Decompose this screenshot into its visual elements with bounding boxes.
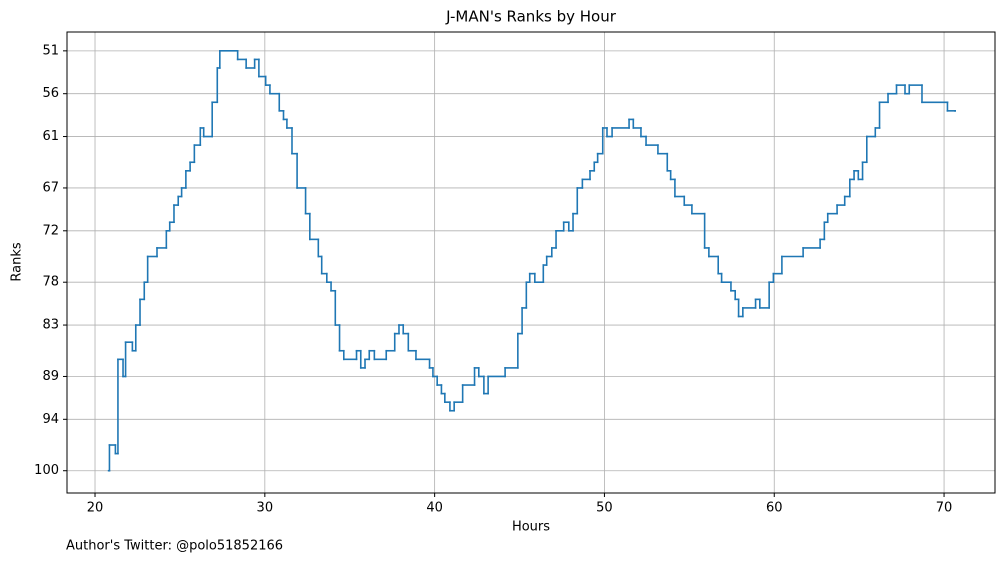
x-tick-label: 70 (936, 501, 953, 516)
x-tick-label: 40 (426, 501, 443, 516)
y-tick-label: 94 (42, 412, 59, 427)
y-tick-label: 61 (42, 129, 59, 144)
x-tick-label: 50 (596, 501, 613, 516)
y-tick-label: 51 (42, 43, 59, 58)
y-tick-label: 100 (34, 463, 59, 478)
y-tick-label: 72 (42, 223, 59, 238)
x-tick-label: 30 (257, 501, 274, 516)
y-tick-label: 67 (42, 180, 59, 195)
x-tick-label: 20 (87, 501, 104, 516)
plot-frame (66, 31, 996, 494)
y-axis-label: Ranks (10, 242, 25, 281)
y-tick-label: 78 (42, 275, 59, 290)
chart-title: J-MAN's Ranks by Hour (445, 8, 617, 26)
y-tick-label: 89 (42, 369, 59, 384)
x-tick-label: 60 (766, 501, 783, 516)
y-tick-label: 83 (42, 318, 59, 333)
y-tick-label: 56 (42, 86, 59, 101)
footnote: Author's Twitter: @polo51852166 (66, 539, 283, 554)
x-axis-label: Hours (512, 520, 550, 535)
